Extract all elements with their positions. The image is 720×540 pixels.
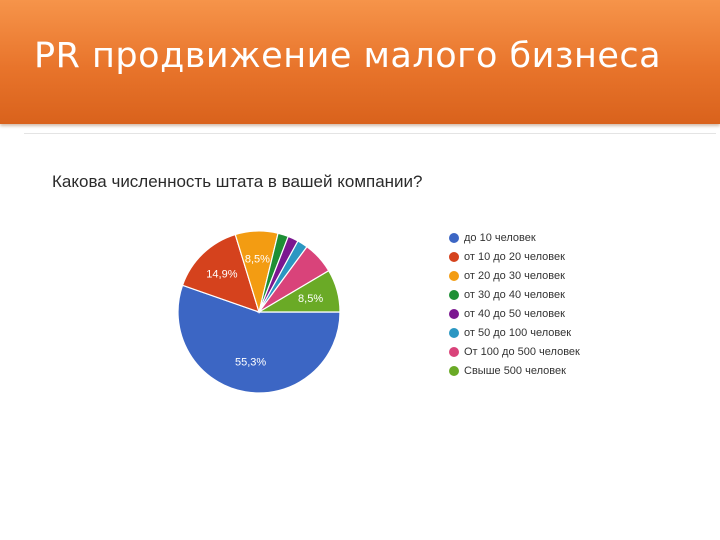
legend-item: Свыше 500 человек — [449, 361, 581, 380]
pie-label-1: 14,9% — [206, 269, 237, 281]
pie-label-2: 8,5% — [245, 254, 270, 266]
header-divider — [24, 133, 716, 134]
legend-swatch — [449, 289, 459, 300]
pie-label-0: 55,3% — [235, 357, 266, 369]
legend-item: от 20 до 30 человек — [449, 266, 581, 285]
legend-swatch — [449, 308, 459, 319]
legend-item: от 10 до 20 человек — [449, 247, 581, 266]
legend-label: от 30 до 40 человек — [464, 288, 565, 301]
chart-legend: до 10 человек от 10 до 20 человек от 20 до… — [449, 228, 581, 380]
legend-label: от 50 до 100 человек — [464, 326, 572, 339]
slide-title: PR продвижение малого бизнеса — [34, 36, 662, 76]
pie-slice-1 — [181, 233, 260, 313]
legend-swatch — [449, 251, 459, 262]
legend-label: до 10 человек — [464, 231, 536, 244]
pie-slice-7 — [256, 269, 341, 313]
legend-label: от 20 до 30 человек — [464, 269, 565, 282]
legend-item: от 40 до 50 человек — [449, 304, 581, 323]
legend-item: от 50 до 100 человек — [449, 323, 581, 342]
legend-label: от 10 до 20 человек — [464, 250, 565, 263]
legend-swatch — [449, 327, 459, 338]
chart-title: Какова численность штата в вашей компани… — [52, 172, 423, 191]
legend-label: Свыше 500 человек — [464, 364, 566, 377]
legend-label: от 40 до 50 человек — [464, 307, 565, 320]
legend-swatch — [449, 346, 459, 357]
legend-label: От 100 до 500 человек — [464, 345, 580, 358]
legend-swatch — [449, 365, 459, 376]
slide-header: PR продвижение малого бизнеса — [0, 0, 720, 124]
legend-item: до 10 человек — [449, 228, 581, 247]
legend-item: от 30 до 40 человек — [449, 285, 581, 304]
legend-swatch — [449, 232, 459, 243]
legend-swatch — [449, 270, 459, 281]
legend-item: От 100 до 500 человек — [449, 342, 581, 361]
pie-label-7: 8,5% — [298, 293, 323, 305]
